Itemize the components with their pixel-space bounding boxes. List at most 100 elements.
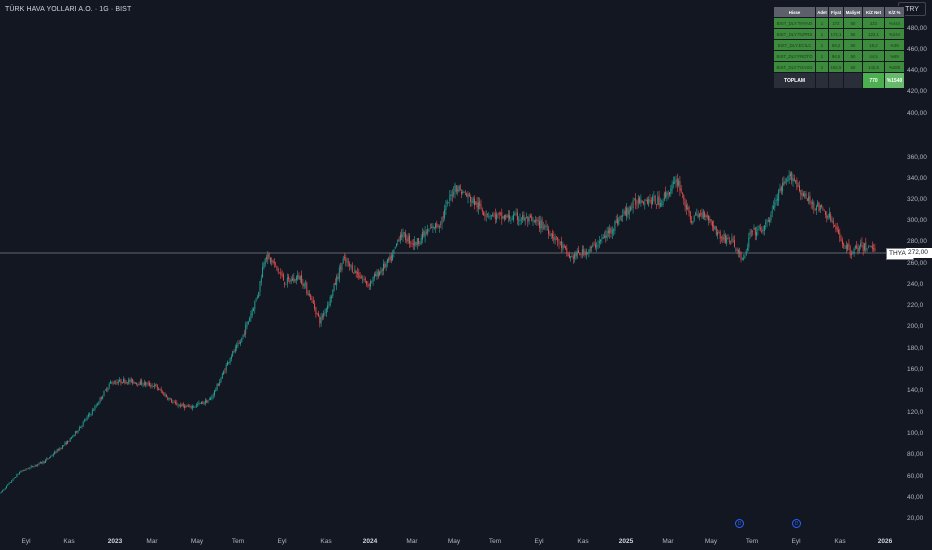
- candle-body: [823, 209, 825, 211]
- candle-body: [164, 394, 166, 396]
- candle-body: [727, 237, 729, 239]
- candle-body: [262, 267, 264, 278]
- candle-body: [734, 240, 735, 247]
- candle-body: [133, 382, 135, 383]
- candle-body: [250, 313, 252, 319]
- candle-body: [765, 222, 767, 225]
- candle-body: [801, 193, 803, 196]
- x-tick-label: Eyl: [534, 538, 544, 545]
- candle-body: [207, 400, 209, 403]
- candle-body: [477, 202, 479, 209]
- candle-body: [812, 202, 813, 204]
- candle-body: [360, 276, 362, 279]
- candle-body: [706, 214, 708, 218]
- candle-body: [306, 282, 308, 294]
- candle-body: [861, 242, 863, 244]
- candle-body: [649, 199, 651, 201]
- candle-body: [295, 277, 297, 281]
- candle-body: [609, 228, 611, 234]
- candle-body: [435, 223, 436, 229]
- candle-body: [552, 233, 553, 238]
- candle-body: [293, 277, 295, 283]
- candle-body: [427, 228, 429, 234]
- candle-body: [740, 252, 742, 260]
- candle-body: [610, 227, 612, 233]
- candle-body: [112, 382, 114, 384]
- candle-body: [110, 381, 111, 384]
- candle-body: [479, 201, 481, 206]
- candle-body: [462, 191, 464, 194]
- candle-body: [799, 185, 800, 192]
- candle-body: [332, 289, 334, 297]
- candle-body: [713, 225, 715, 230]
- candle-body: [615, 220, 617, 224]
- candle-body: [724, 235, 726, 243]
- y-tick-label: 400,00: [907, 110, 927, 117]
- candle-body: [394, 246, 396, 249]
- candle-body: [216, 384, 218, 390]
- candle-body: [195, 404, 197, 407]
- candle-body: [535, 220, 537, 222]
- candle-body: [245, 325, 247, 335]
- candle-body: [247, 321, 249, 324]
- candle-body: [340, 267, 342, 269]
- candle-body: [124, 379, 126, 383]
- candle-body: [639, 197, 641, 204]
- candle-body: [137, 383, 139, 385]
- candle-body: [721, 237, 722, 238]
- candle-body: [267, 254, 269, 261]
- candle-body: [834, 225, 836, 227]
- candle-body: [594, 243, 596, 248]
- candle-body: [805, 193, 807, 199]
- candle-body: [641, 200, 643, 203]
- candle-body: [822, 208, 824, 210]
- candle-body: [472, 198, 474, 203]
- candle-body: [149, 382, 150, 386]
- candle-body: [199, 402, 201, 404]
- candle-body: [514, 213, 516, 215]
- candle-body: [314, 303, 316, 309]
- candle-body: [756, 231, 758, 237]
- candle-body: [311, 298, 313, 300]
- candle-body: [277, 268, 279, 272]
- candle-body: [182, 403, 184, 406]
- candle-body: [415, 242, 417, 246]
- candle-body: [299, 276, 301, 281]
- candle-body: [171, 399, 173, 403]
- candle-body: [162, 391, 163, 393]
- candlestick-series: [0, 170, 876, 494]
- candle-body: [280, 272, 282, 275]
- candle-body: [753, 227, 755, 230]
- candle-body: [368, 284, 370, 287]
- dividend-event-icon[interactable]: D: [735, 519, 744, 528]
- candle-body: [546, 229, 548, 230]
- cell: 1: [815, 39, 829, 51]
- candle-body: [146, 383, 148, 385]
- candle-body: [351, 265, 353, 273]
- candle-body: [399, 234, 401, 241]
- candle-body: [718, 231, 720, 233]
- candle-body: [747, 247, 748, 250]
- table-row: BIST_DLY:TOASO 1 192,5 50 142,5 %285: [773, 61, 905, 73]
- candle-body: [428, 229, 430, 231]
- candle-body: [208, 399, 210, 401]
- candle-body: [513, 214, 514, 220]
- candle-body: [211, 396, 213, 399]
- candle-body: [220, 378, 222, 383]
- candle-body: [869, 245, 871, 247]
- candle-body: [674, 181, 676, 184]
- candle-body: [459, 185, 461, 191]
- candle-body: [82, 421, 84, 426]
- candle-body: [255, 298, 257, 301]
- total-label: TOPLAM: [773, 72, 816, 89]
- cell: %285: [884, 61, 905, 73]
- candle-body: [646, 199, 648, 204]
- candle-body: [682, 192, 683, 194]
- candle-body: [154, 384, 156, 387]
- candle-body: [797, 185, 799, 187]
- candle-body: [141, 380, 143, 385]
- dividend-event-icon[interactable]: D: [792, 519, 801, 528]
- candle-body: [402, 231, 404, 238]
- candle-body: [492, 214, 494, 217]
